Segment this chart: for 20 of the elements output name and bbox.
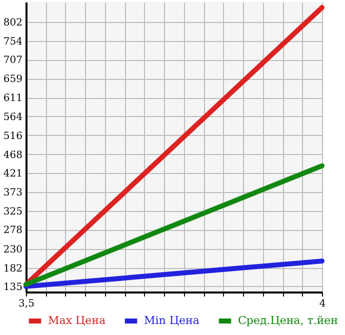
y-tick-label: 707 xyxy=(3,55,22,66)
y-tick-label: 659 xyxy=(3,74,22,86)
y-tick-label: 516 xyxy=(3,130,22,142)
y-tick-label: 754 xyxy=(3,36,22,48)
y-tick-label: 564 xyxy=(3,112,22,123)
y-tick-label: 373 xyxy=(3,188,22,199)
y-tick-label: 278 xyxy=(3,225,22,236)
legend-label: Max Цена xyxy=(48,314,106,327)
y-tick-label: 325 xyxy=(3,206,22,218)
y-tick-label: 468 xyxy=(3,150,22,161)
y-tick-label: 230 xyxy=(3,244,22,256)
y-tick-label: 611 xyxy=(3,93,22,104)
y-tick-label: 135 xyxy=(3,282,22,293)
x-tick-label: 3,5 xyxy=(18,298,34,310)
y-tick-label: 802 xyxy=(3,17,22,28)
y-tick-label: 421 xyxy=(3,168,22,180)
legend-label: Min Цена xyxy=(144,314,200,327)
legend-label: Сред.Цена, т.йен xyxy=(238,314,338,327)
x-tick-label: 4 xyxy=(319,298,326,310)
y-tick-label: 182 xyxy=(3,263,22,274)
